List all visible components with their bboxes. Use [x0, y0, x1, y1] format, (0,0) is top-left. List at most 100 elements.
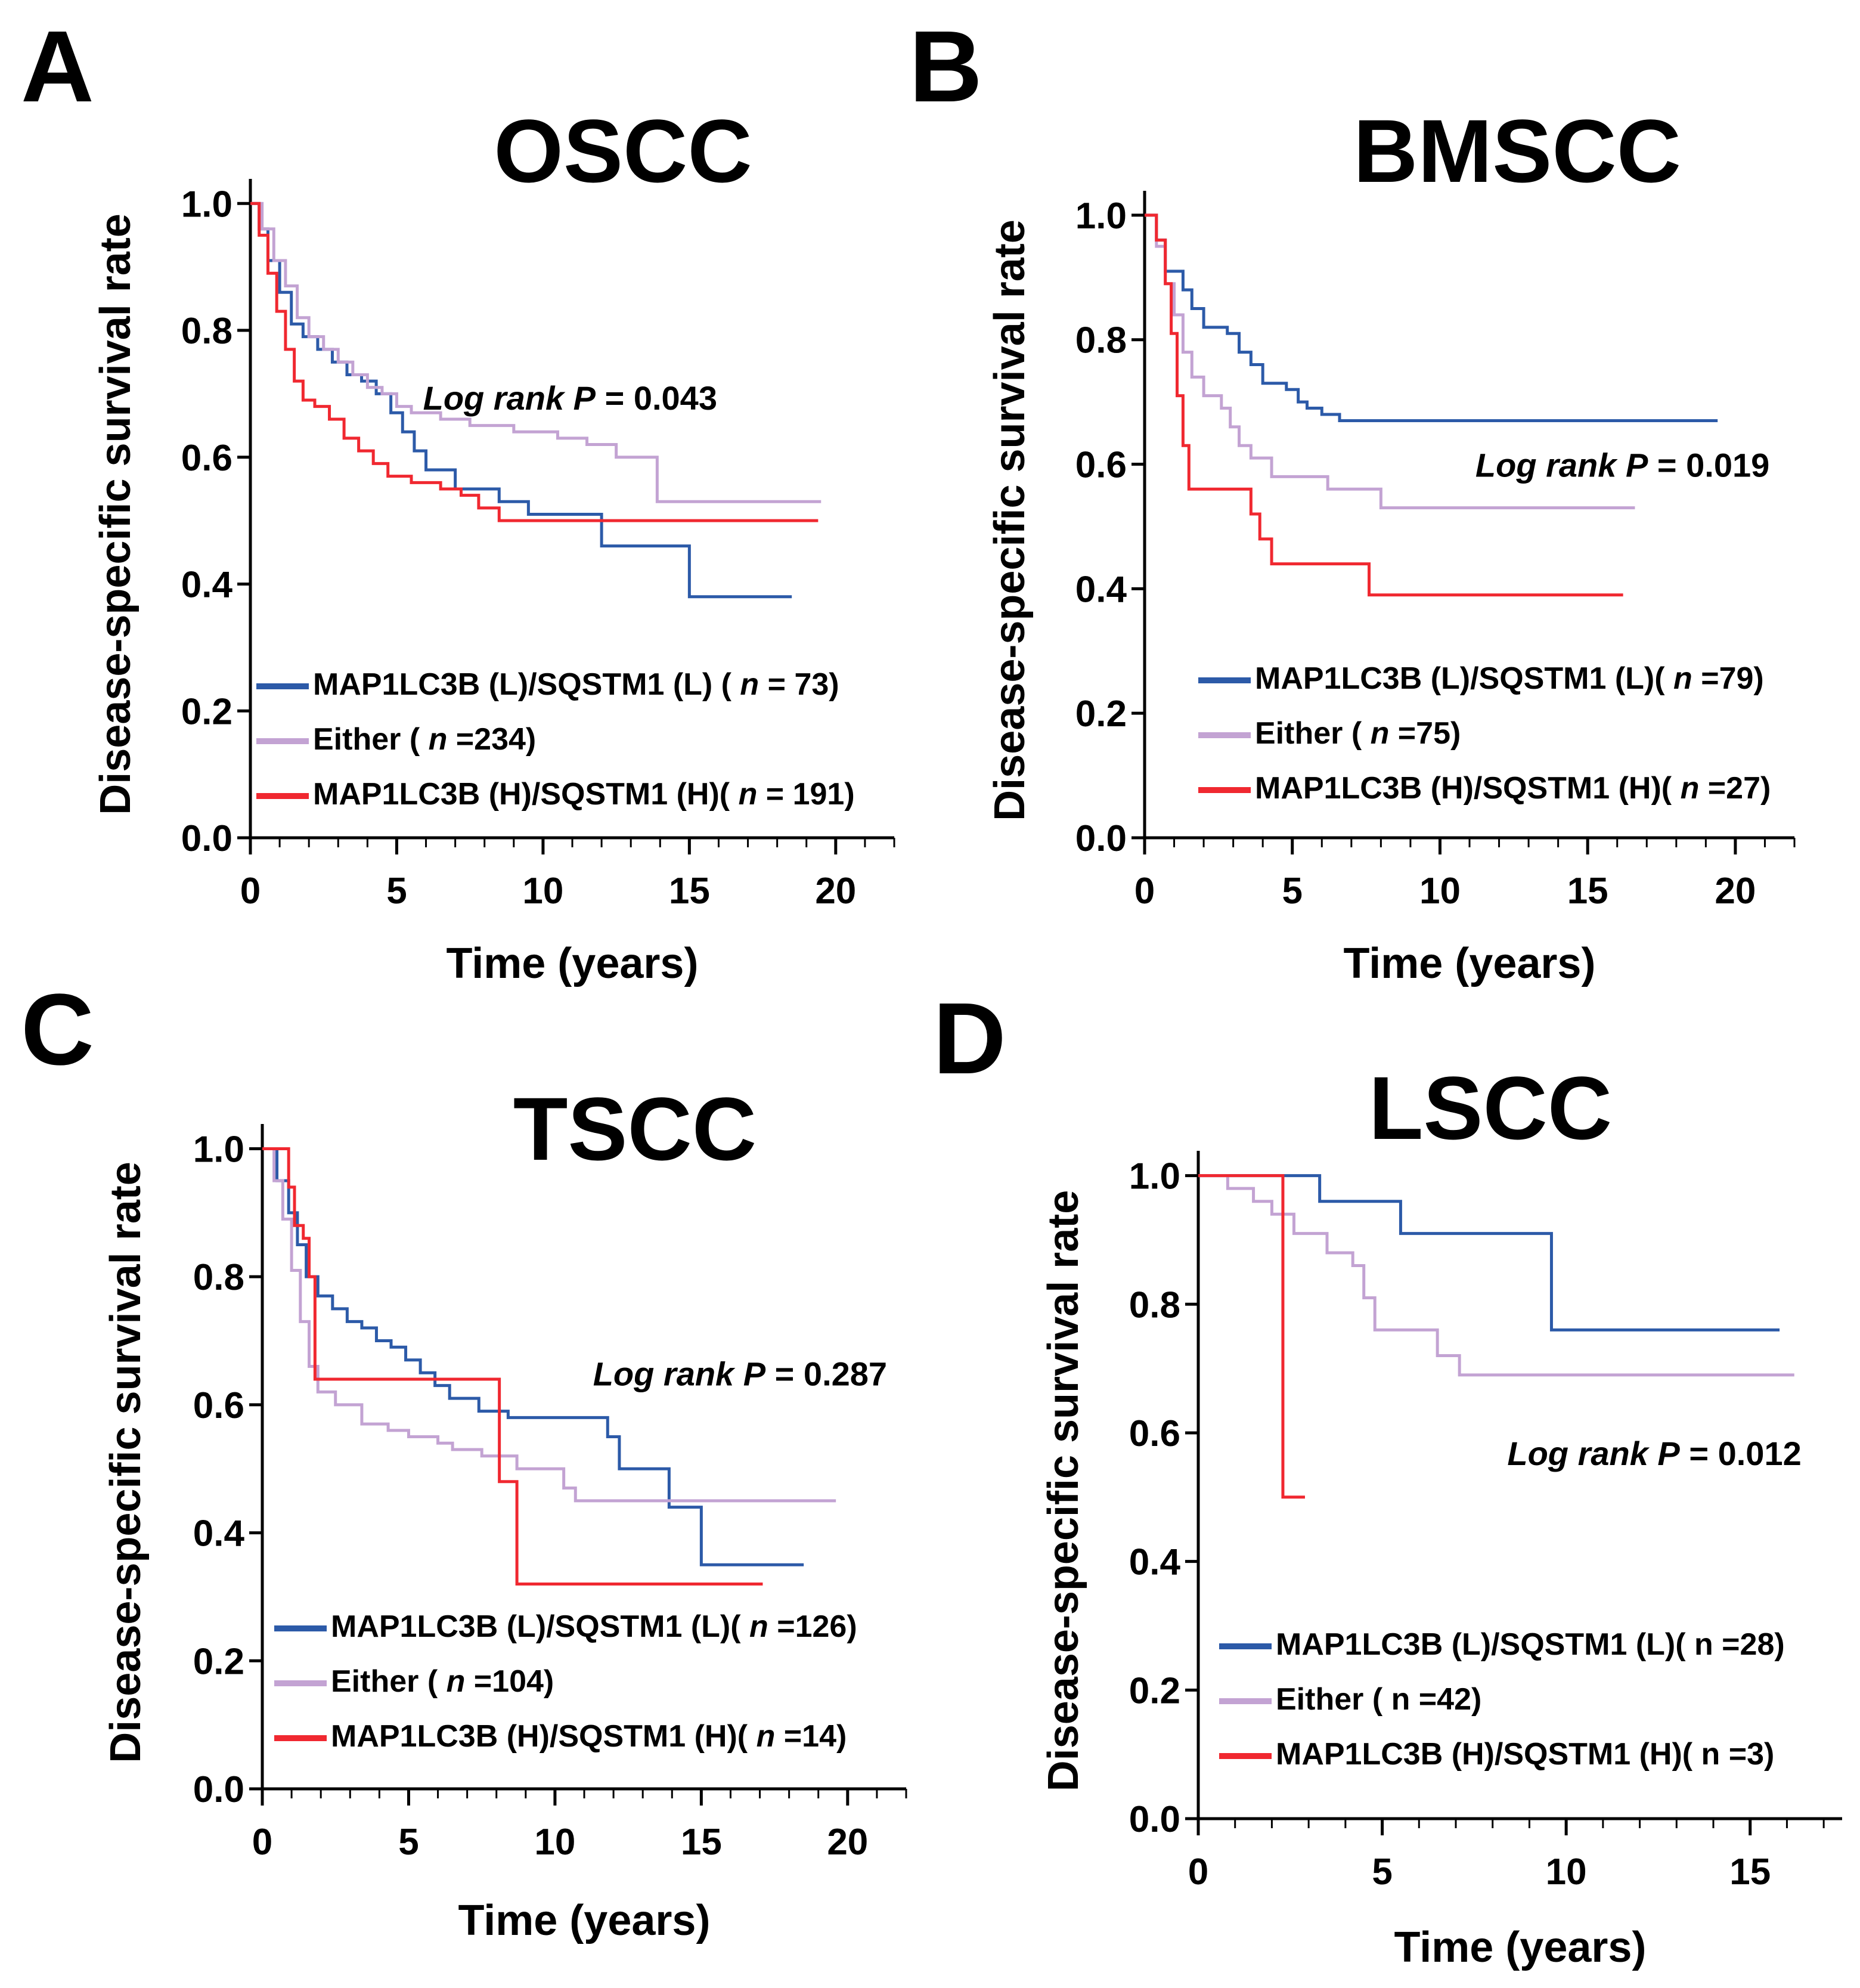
y-tick-label: 0.0 [1075, 818, 1127, 859]
legend-label-text: Either ( [313, 722, 429, 757]
x-tick-label: 10 [534, 1822, 575, 1863]
log-rank-label: Log rank [593, 1355, 743, 1393]
x-tick-label: 5 [398, 1822, 418, 1863]
legend-label: Either ( n =42) [1276, 1682, 1481, 1717]
legend-n-count: =104) [465, 1664, 554, 1699]
y-tick-label: 0.6 [1075, 445, 1127, 486]
legend-n-symbol: n [1673, 661, 1692, 696]
y-tick-label: 0.8 [181, 311, 232, 352]
x-tick-label: 20 [1715, 871, 1756, 912]
legend-n-count: = 191) [757, 777, 854, 812]
legend-n-symbol: n [739, 777, 758, 812]
log-rank-label: Log rank [1507, 1435, 1657, 1472]
log-rank-label: Log rank [423, 379, 574, 417]
y-tick-label: 0.4 [1075, 569, 1127, 610]
x-tick-label: 15 [681, 1822, 722, 1863]
chart-panel-d: D LSCC 0.0 0.2 0.4 0.6 0.8 1.0 0 5 10 15 Time (years… [933, 982, 1842, 1971]
p-symbol: P [574, 379, 596, 417]
survival-curve-purple [250, 202, 822, 503]
legend-item-purple: Either ( n =75) [1198, 716, 1461, 751]
survival-curve-purple [262, 1147, 836, 1503]
panel-letter: A [21, 10, 94, 123]
chart-panel-b: B BMSCC 0.0 0.2 0.4 0.6 0.8 1.0 0 5 10 15 20 Time (ye… [909, 10, 1796, 987]
x-tick-label: 15 [1567, 871, 1608, 912]
p-value: = 0.043 [596, 379, 717, 417]
legend-n-count: =126) [768, 1609, 857, 1644]
y-tick-label: 0.8 [193, 1257, 244, 1298]
legend-label-text: MAP1LC3B (H)/SQSTM1 (H)( [1255, 771, 1681, 806]
survival-curve-red [1145, 213, 1623, 597]
y-tick-label: 1.0 [193, 1129, 244, 1170]
legend-item-blue: MAP1LC3B (L)/SQSTM1 (L)( n =28) [1219, 1627, 1785, 1662]
legend-item-red: MAP1LC3B (H)/SQSTM1 (H)( n =14) [274, 1719, 847, 1754]
legend-item-blue: MAP1LC3B (L)/SQSTM1 (L) ( n = 73) [256, 667, 839, 702]
x-tick-label: 5 [386, 871, 407, 912]
legend-label: Either ( n =234) [313, 722, 536, 757]
x-axis-label: Time (years) [1394, 1924, 1647, 1971]
legend-n-symbol: n [757, 1719, 776, 1754]
log-rank-annotation: Log rank P = 0.012 [1507, 1435, 1801, 1472]
survival-curve-blue [1198, 1174, 1780, 1331]
legend-n-count: =234) [447, 722, 536, 757]
legend-n-count: =75) [1389, 716, 1461, 751]
legend-label-text: MAP1LC3B (L)/SQSTM1 (L)( n =28) [1276, 1627, 1785, 1662]
legend-n-symbol: n [740, 667, 759, 702]
legend-n-symbol: n [429, 722, 448, 757]
y-tick-label: 0.4 [181, 565, 233, 606]
p-value: = 0.287 [765, 1355, 887, 1393]
chart-panel-c: C TSCC 0.0 0.2 0.4 0.6 0.8 1.0 0 5 10 15 20 Time (yea… [21, 973, 907, 1944]
legend-label: MAP1LC3B (L)/SQSTM1 (L) ( n = 73) [313, 667, 839, 702]
x-tick-label: 0 [1188, 1851, 1208, 1893]
legend-label: MAP1LC3B (L)/SQSTM1 (L)( n =28) [1276, 1627, 1785, 1662]
p-value: = 0.012 [1680, 1435, 1802, 1472]
survival-curve-red [262, 1147, 763, 1586]
legend-item-blue: MAP1LC3B (L)/SQSTM1 (L)( n =79) [1198, 661, 1764, 696]
y-axis-label: Disease-specific survival rate [102, 1162, 150, 1763]
legend-item-purple: Either ( n =234) [256, 722, 536, 757]
y-tick-label: 0.0 [1129, 1799, 1180, 1840]
survival-curve-blue [262, 1147, 804, 1566]
legend-item-purple: Either ( n =42) [1219, 1682, 1481, 1717]
x-axis-label: Time (years) [447, 940, 699, 987]
legend-n-symbol: n [749, 1609, 768, 1644]
p-value: = 0.019 [1648, 446, 1769, 484]
x-tick-label: 15 [669, 871, 710, 912]
legend-label-text: Either ( n =42) [1276, 1682, 1481, 1717]
x-tick-label: 20 [815, 871, 856, 912]
legend-n-symbol: n [1681, 771, 1700, 806]
y-tick-label: 0.2 [1075, 693, 1127, 735]
x-tick-label: 0 [252, 1822, 272, 1863]
legend-item-blue: MAP1LC3B (L)/SQSTM1 (L)( n =126) [274, 1609, 857, 1644]
y-tick-label: 0.4 [1129, 1542, 1181, 1583]
log-rank-label: Log rank [1475, 446, 1626, 484]
panel-letter: D [933, 982, 1006, 1095]
legend-label-text: MAP1LC3B (H)/SQSTM1 (H)( n =3) [1276, 1737, 1774, 1772]
legend-n-count: =27) [1699, 771, 1771, 806]
legend-label-text: MAP1LC3B (H)/SQSTM1 (H)( [331, 1719, 757, 1754]
x-tick-label: 0 [1134, 871, 1155, 912]
x-tick-label: 0 [240, 871, 261, 912]
y-tick-label: 1.0 [181, 184, 232, 225]
y-tick-label: 0.8 [1129, 1284, 1180, 1326]
chart-title: BMSCC [1353, 101, 1681, 201]
legend-label: MAP1LC3B (H)/SQSTM1 (H)( n =27) [1255, 771, 1771, 806]
legend-label-text: Either ( [331, 1664, 447, 1699]
y-axis-label: Disease-specific survival rate [92, 213, 140, 815]
legend-label: Either ( n =75) [1255, 716, 1461, 751]
chart-panel-a: A OSCC 0.0 0.2 0.4 0.6 0.8 1.0 0 5 10 15 20 Time (yea… [21, 10, 895, 987]
x-tick-label: 20 [827, 1822, 868, 1863]
legend-label-text: MAP1LC3B (L)/SQSTM1 (L) ( [313, 667, 740, 702]
chart-title: TSCC [513, 1079, 757, 1179]
legend-label: Either ( n =104) [331, 1664, 554, 1699]
log-rank-annotation: Log rank P = 0.043 [423, 379, 717, 417]
legend-label-text: Either ( [1255, 716, 1371, 751]
y-tick-label: 0.6 [193, 1385, 244, 1426]
panel-letter: B [909, 10, 982, 123]
y-tick-label: 0.6 [1129, 1413, 1180, 1454]
y-tick-label: 0.8 [1075, 320, 1127, 361]
chart-title: OSCC [494, 101, 752, 201]
legend-label: MAP1LC3B (H)/SQSTM1 (H)( n = 191) [313, 777, 855, 812]
panel-letter: C [21, 973, 94, 1086]
legend-item-red: MAP1LC3B (H)/SQSTM1 (H)( n = 191) [256, 777, 855, 812]
legend-n-count: =79) [1692, 661, 1764, 696]
